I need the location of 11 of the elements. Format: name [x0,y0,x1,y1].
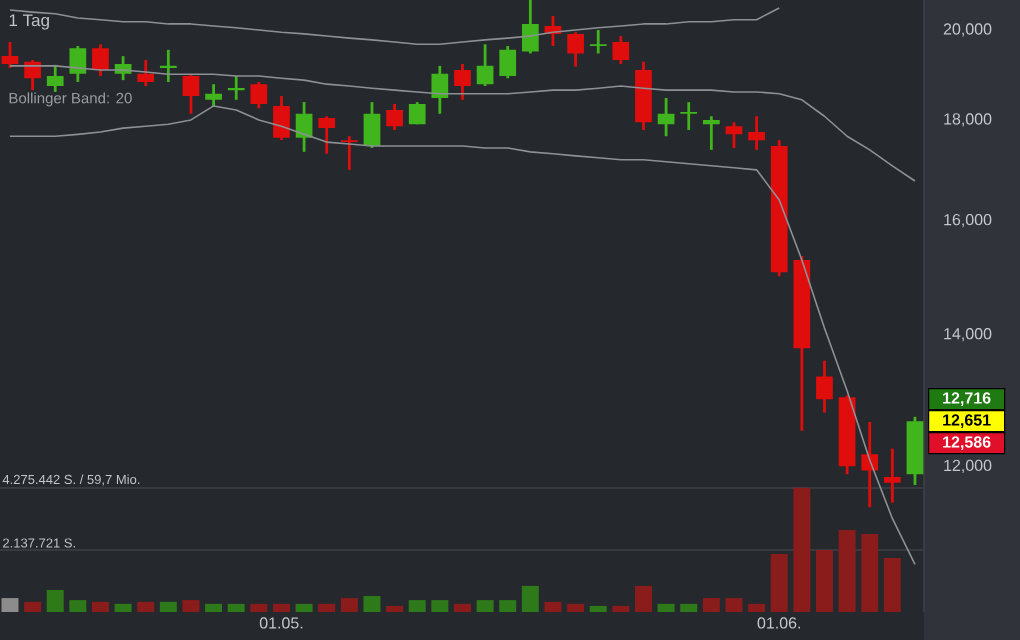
x-tick-label: 01.05. [259,617,303,629]
text: 12,716 [943,392,991,406]
y-tick-label: 12,000 [944,459,992,473]
text: 12,586 [943,436,991,450]
x-tick-label: 01.06. [757,617,801,629]
y-tick-label: 14,000 [944,328,992,342]
y-tick-label: 16,000 [944,213,992,228]
y-tick-label: 20,000 [943,23,992,37]
text: 12,651 [943,414,991,428]
text: 1 Tag [9,14,49,30]
y-tick-label: 18,000 [944,113,992,127]
